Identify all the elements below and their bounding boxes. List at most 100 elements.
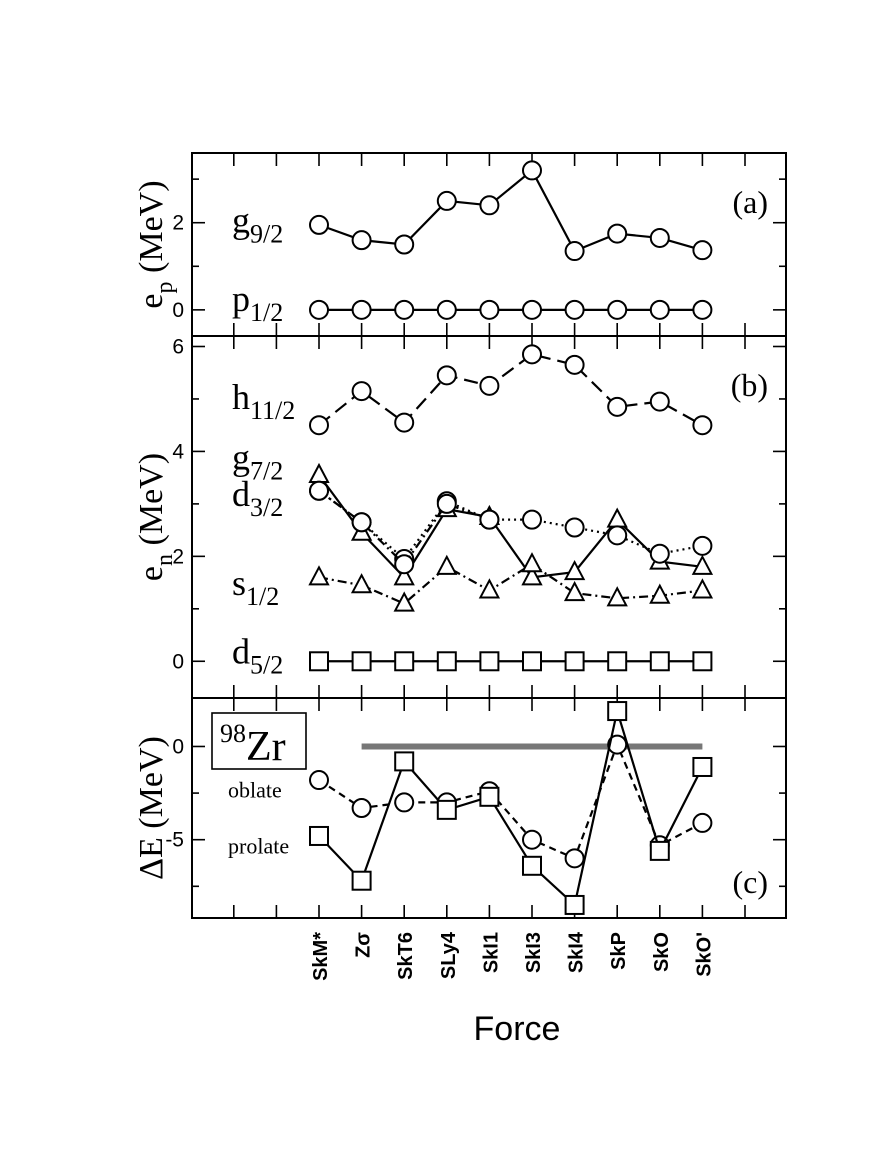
series-line bbox=[318, 168, 703, 253]
panel-a-y-axis-title: ep (MeV) bbox=[133, 180, 178, 308]
data-point-square bbox=[649, 840, 670, 861]
y-tick-label: -5 bbox=[165, 829, 184, 852]
data-point-circle bbox=[394, 792, 415, 813]
data-point-circle bbox=[479, 299, 500, 320]
data-point-square bbox=[309, 651, 329, 672]
data-point-triangle bbox=[563, 559, 586, 581]
x-tick-label: SkO bbox=[651, 932, 673, 972]
data-point-square bbox=[394, 751, 415, 772]
data-point-circle bbox=[607, 734, 628, 755]
data-point-square bbox=[607, 651, 628, 672]
series-line bbox=[318, 353, 703, 427]
data-point-square bbox=[479, 786, 500, 807]
data-point-triangle bbox=[606, 586, 628, 607]
series-label: h11/2 bbox=[232, 377, 295, 425]
data-point-circle bbox=[309, 415, 329, 436]
data-point-square bbox=[649, 651, 670, 672]
data-point-square bbox=[522, 651, 542, 672]
data-point-square bbox=[692, 651, 713, 672]
data-point-circle bbox=[436, 493, 457, 514]
data-point-circle bbox=[309, 299, 329, 320]
panel-c: -5 0ΔE (MeV) (c) 98Zr oblate prolate bbox=[133, 697, 787, 919]
series-b-h11-2: h11/2 bbox=[232, 344, 713, 436]
panel-a: 0 2ep (MeV) (a) g9/2 p1/2 bbox=[133, 152, 787, 337]
data-point-square bbox=[351, 651, 372, 672]
x-tick-label: SkM* bbox=[310, 932, 332, 981]
panel-b-tag: (b) bbox=[731, 367, 768, 403]
series-label: d5/2 bbox=[232, 631, 283, 679]
data-point-square bbox=[479, 651, 500, 672]
data-point-triangle bbox=[393, 565, 415, 586]
data-point-triangle bbox=[436, 554, 458, 575]
series-label: prolate bbox=[228, 833, 289, 858]
data-point-circle bbox=[649, 543, 670, 564]
data-point-circle bbox=[479, 509, 500, 530]
y-tick-label: 2 bbox=[172, 545, 184, 568]
x-tick-label: SkT6 bbox=[395, 932, 417, 980]
data-point-square bbox=[564, 651, 585, 672]
data-point-circle bbox=[309, 770, 329, 791]
y-tick-label: 0 bbox=[172, 650, 184, 673]
data-point-triangle bbox=[350, 573, 373, 594]
data-point-circle bbox=[436, 190, 457, 211]
series-a-p1-2: p1/2 bbox=[232, 279, 713, 327]
data-point-circle bbox=[351, 230, 372, 251]
nucleus-box bbox=[211, 712, 307, 770]
data-point-circle bbox=[692, 415, 713, 436]
data-point-triangle bbox=[308, 565, 330, 586]
data-point-square bbox=[309, 825, 329, 846]
data-point-circle bbox=[607, 223, 628, 244]
data-point-circle bbox=[479, 195, 500, 216]
data-point-triangle bbox=[521, 552, 543, 573]
panel-c-tag: (c) bbox=[732, 864, 768, 900]
data-point-circle bbox=[649, 227, 670, 248]
data-point-circle bbox=[351, 798, 372, 818]
panel-a-tag: (a) bbox=[732, 184, 768, 220]
series-line bbox=[318, 706, 704, 908]
data-point-circle bbox=[394, 554, 415, 575]
data-point-circle bbox=[649, 391, 670, 412]
y-tick-label: 0 bbox=[172, 735, 184, 758]
panel-b: 0 2 4 6 en (MeV) (b) h11/2 g7/2d3/2 s1/2 d5/2 bbox=[133, 335, 787, 699]
data-point-square bbox=[394, 651, 415, 672]
y-tick-label: 2 bbox=[172, 212, 184, 235]
data-point-triangle bbox=[649, 583, 671, 604]
y-tick-label: 6 bbox=[172, 335, 184, 358]
x-tick-label: SLy4 bbox=[438, 931, 460, 979]
x-tick-label: SkP bbox=[608, 932, 630, 970]
data-point-circle bbox=[564, 848, 585, 869]
nucleus-label: 98Zr bbox=[220, 719, 286, 770]
y-tick-label: 0 bbox=[172, 299, 184, 322]
series-line bbox=[318, 741, 703, 860]
x-tick-label: SkI3 bbox=[523, 932, 545, 973]
data-point-triangle bbox=[563, 580, 586, 602]
data-point-triangle bbox=[606, 507, 628, 528]
x-tick-label: Zσ bbox=[353, 932, 375, 958]
series-line bbox=[318, 562, 703, 605]
series-label: d3/2 bbox=[232, 474, 283, 522]
series-c-prolate: prolate bbox=[228, 701, 713, 915]
y-tick-label: 4 bbox=[172, 440, 184, 463]
data-point-circle bbox=[692, 535, 713, 556]
data-point-triangle bbox=[691, 554, 714, 575]
x-axis: SkM* Zσ SkT6 SLy4 SkI1 SkI3 SkI4 SkP SkO SkO' bbox=[310, 931, 715, 981]
data-point-square bbox=[564, 894, 585, 915]
data-point-triangle bbox=[308, 462, 330, 484]
data-point-circle bbox=[607, 396, 628, 417]
data-point-square bbox=[436, 651, 457, 672]
series-a-g9-2: g9/2 bbox=[232, 160, 713, 262]
data-point-circle bbox=[309, 480, 329, 501]
data-point-circle bbox=[692, 812, 713, 833]
series-b-s1-2: s1/2 bbox=[232, 552, 714, 612]
series-label: g7/2 bbox=[232, 437, 283, 485]
data-point-circle bbox=[351, 299, 372, 320]
data-point-circle bbox=[522, 160, 542, 181]
data-point-circle bbox=[394, 412, 415, 433]
series-b-g7-2: g7/2 bbox=[232, 437, 714, 586]
data-point-circle bbox=[607, 299, 628, 320]
data-point-circle bbox=[564, 354, 585, 375]
data-point-circle bbox=[436, 365, 457, 386]
data-point-square bbox=[692, 756, 713, 777]
